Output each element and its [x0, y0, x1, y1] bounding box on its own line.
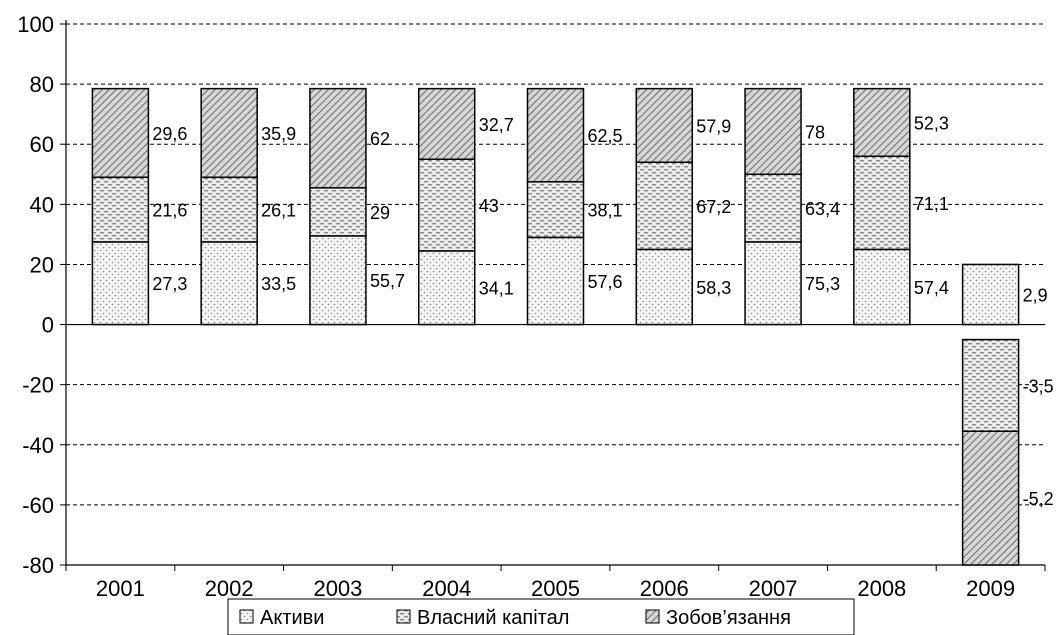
data-label: 38,1 [588, 201, 623, 221]
bar-segment [853, 87, 911, 157]
x-tick-label: 2009 [966, 576, 1015, 601]
x-tick-label: 2003 [313, 576, 362, 601]
data-label: 26,1 [261, 201, 296, 221]
y-tick-label: -20 [22, 373, 54, 398]
data-label: 52,3 [914, 113, 949, 133]
data-label: 63,4 [805, 199, 840, 219]
bar-segment [91, 241, 150, 326]
data-label: 57,9 [696, 116, 731, 136]
x-tick-label: 2006 [640, 576, 689, 601]
x-tick-label: 2001 [96, 576, 145, 601]
bar-segment [744, 87, 802, 176]
bar-segment [853, 248, 911, 326]
legend-label-vlasnyi-kapital: Власний капітал [417, 607, 569, 629]
bar-segment [961, 263, 1020, 326]
bars [91, 87, 1020, 566]
bar-segment [309, 235, 367, 326]
y-tick-label: 100 [17, 12, 54, 37]
data-label: -3,5 [1023, 376, 1054, 396]
data-label: 75,3 [805, 274, 840, 294]
y-tick-label: 0 [42, 313, 54, 338]
data-label: 57,6 [588, 272, 623, 292]
bar-segment [961, 338, 1020, 433]
data-label: 55,7 [370, 271, 405, 291]
legend-swatch-aktyvy [239, 609, 254, 624]
bar-segment [91, 176, 150, 243]
y-tick-label: -80 [22, 553, 54, 578]
data-label: 62,5 [588, 126, 623, 146]
x-tick-label: 2008 [857, 576, 906, 601]
bar-segment [961, 430, 1020, 566]
data-label: 29 [370, 203, 390, 223]
data-label: 21,6 [152, 201, 187, 221]
y-tick-label: 40 [30, 192, 54, 217]
y-tick-label: 60 [30, 132, 54, 157]
legend-label-zoboviazannia: Зобов’язання [666, 607, 791, 629]
data-label: 43 [479, 196, 499, 216]
data-label: 71,1 [914, 194, 949, 214]
bar-segment [526, 236, 585, 326]
bar-segment [526, 181, 585, 239]
legend-label-aktyvy: Активи [260, 607, 324, 629]
data-label: 35,9 [261, 124, 296, 144]
bar-segment [744, 173, 802, 243]
bar-segment [526, 87, 585, 183]
data-label: 32,7 [479, 115, 514, 135]
data-label: 2,9 [1023, 286, 1048, 306]
bar-segment [744, 241, 802, 326]
x-tick-label: 2004 [422, 576, 471, 601]
bar-segment [417, 87, 476, 160]
data-label: -5,2 [1023, 489, 1054, 509]
legend-swatch-vlasnyi-kapital [396, 609, 411, 624]
y-tick-label: -40 [22, 433, 54, 458]
legend: Активи Власний капітал Зобов’язання [227, 598, 855, 635]
bar-segment [635, 87, 694, 164]
data-label: 27,3 [152, 274, 187, 294]
data-label: 34,1 [479, 279, 514, 299]
bar-segment [91, 87, 150, 179]
data-labels: 27,3 21,6 29,6 33,5 26,1 35,9 55,7 29 62 34,1 43 32… [152, 113, 1053, 509]
data-label: 78 [805, 122, 825, 142]
bar-segment [853, 155, 911, 251]
x-tick-label: 2007 [749, 576, 798, 601]
y-tick-label: 80 [30, 72, 54, 97]
bar-segment [200, 87, 258, 179]
bar-segment [200, 241, 258, 326]
legend-box [227, 598, 855, 635]
bar-segment [309, 187, 367, 237]
data-label: 57,4 [914, 278, 949, 298]
y-tick-label: -60 [22, 493, 54, 518]
data-label: 33,5 [261, 274, 296, 294]
bar-segment [200, 176, 258, 243]
bar-segment [309, 87, 367, 189]
bar-segment [417, 250, 476, 326]
data-label: 29,6 [152, 124, 187, 144]
bar-segment [635, 248, 694, 326]
y-tick-label: 20 [30, 252, 54, 277]
legend-swatch-zoboviazannia [645, 609, 660, 624]
axes: -80 -60 -40 -20 0 20 40 60 80 100 2001 2002 2003 2004… [17, 12, 1046, 601]
data-label: 62 [370, 129, 390, 149]
bar-segment [635, 161, 694, 251]
data-label: 67,2 [696, 197, 731, 217]
x-tick-label: 2002 [205, 576, 254, 601]
x-tick-label: 2005 [531, 576, 580, 601]
bar-segment [417, 158, 476, 252]
data-label: 58,3 [696, 278, 731, 298]
